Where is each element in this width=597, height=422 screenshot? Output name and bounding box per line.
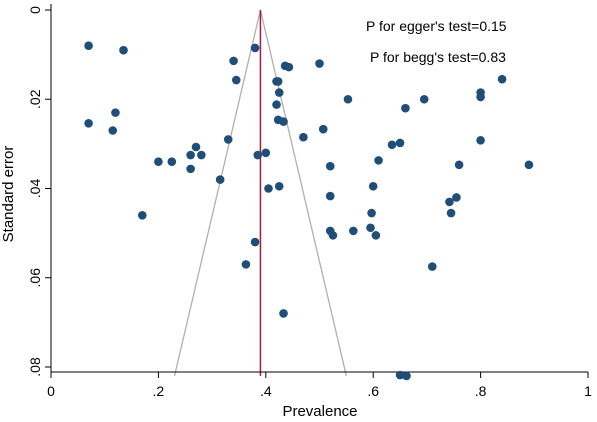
- study-point: [186, 150, 195, 160]
- study-point: [524, 160, 534, 170]
- study-point: [215, 175, 225, 184]
- study-point: [84, 41, 93, 50]
- x-tick-label: .2: [153, 383, 165, 399]
- study-point: [279, 117, 288, 126]
- study-point: [445, 197, 454, 207]
- study-point: [250, 237, 260, 247]
- study-point: [264, 184, 273, 193]
- y-tick-label: .02: [27, 89, 43, 109]
- x-tick-label: .8: [475, 383, 487, 399]
- study-point: [401, 103, 410, 113]
- study-point: [111, 108, 120, 117]
- study-point: [273, 77, 283, 86]
- egger-test-annotation: P for egger's test=0.15: [366, 18, 507, 34]
- y-tick-label: .04: [27, 179, 43, 199]
- x-axis-title: Prevalence: [282, 403, 357, 420]
- study-point: [395, 370, 405, 380]
- y-tick-label: 0: [27, 6, 43, 14]
- study-point: [241, 260, 251, 269]
- study-point: [325, 191, 335, 201]
- study-point: [84, 119, 93, 128]
- study-point: [366, 223, 375, 233]
- study-point: [402, 371, 411, 381]
- study-point: [284, 62, 294, 72]
- study-point: [274, 88, 284, 97]
- study-point: [250, 43, 260, 53]
- study-point: [374, 156, 383, 165]
- study-point: [186, 164, 195, 174]
- study-point: [191, 142, 201, 152]
- study-point: [387, 140, 397, 150]
- x-tick-label: 1: [584, 383, 592, 399]
- y-axis-ticks: 0 .02 .04 .06 .08: [27, 6, 51, 377]
- study-point: [419, 94, 429, 104]
- study-point: [223, 135, 233, 144]
- study-point: [476, 92, 485, 102]
- x-axis-ticks: 0 .2 .4 .6 .8 1: [47, 372, 592, 399]
- study-point: [137, 210, 147, 220]
- study-points: [84, 41, 534, 381]
- study-point: [367, 208, 376, 218]
- study-point: [119, 45, 128, 55]
- y-tick-label: .08: [27, 357, 43, 377]
- study-point: [427, 262, 437, 271]
- x-tick-label: 0: [47, 383, 55, 399]
- begg-test-annotation: P for begg's test=0.83: [370, 49, 506, 65]
- study-point: [476, 136, 485, 145]
- study-point: [299, 132, 308, 142]
- study-point: [167, 157, 177, 167]
- study-point: [452, 193, 461, 202]
- study-point: [261, 148, 271, 158]
- study-point: [272, 100, 281, 109]
- study-point: [318, 124, 328, 134]
- study-point: [325, 161, 335, 171]
- study-point: [395, 138, 405, 148]
- study-point: [197, 150, 206, 160]
- x-tick-label: .4: [260, 383, 272, 399]
- study-point: [497, 74, 507, 84]
- x-tick-label: .6: [367, 383, 379, 399]
- study-point: [325, 226, 335, 236]
- study-point: [368, 181, 378, 191]
- study-point: [231, 75, 241, 85]
- study-point: [253, 150, 263, 160]
- funnel-right-line: [259, 9, 347, 377]
- y-tick-label: .06: [27, 268, 43, 288]
- study-point: [279, 309, 288, 318]
- funnel-left-line: [173, 9, 262, 377]
- study-point: [446, 208, 456, 218]
- study-point: [371, 231, 381, 240]
- study-point: [154, 157, 163, 167]
- y-axis-title: Standard error: [0, 146, 17, 243]
- study-point: [274, 181, 284, 191]
- study-point: [343, 94, 353, 104]
- study-point: [349, 226, 358, 236]
- study-point: [454, 160, 464, 170]
- study-point: [229, 56, 238, 66]
- study-point: [315, 59, 324, 68]
- study-point: [108, 126, 118, 135]
